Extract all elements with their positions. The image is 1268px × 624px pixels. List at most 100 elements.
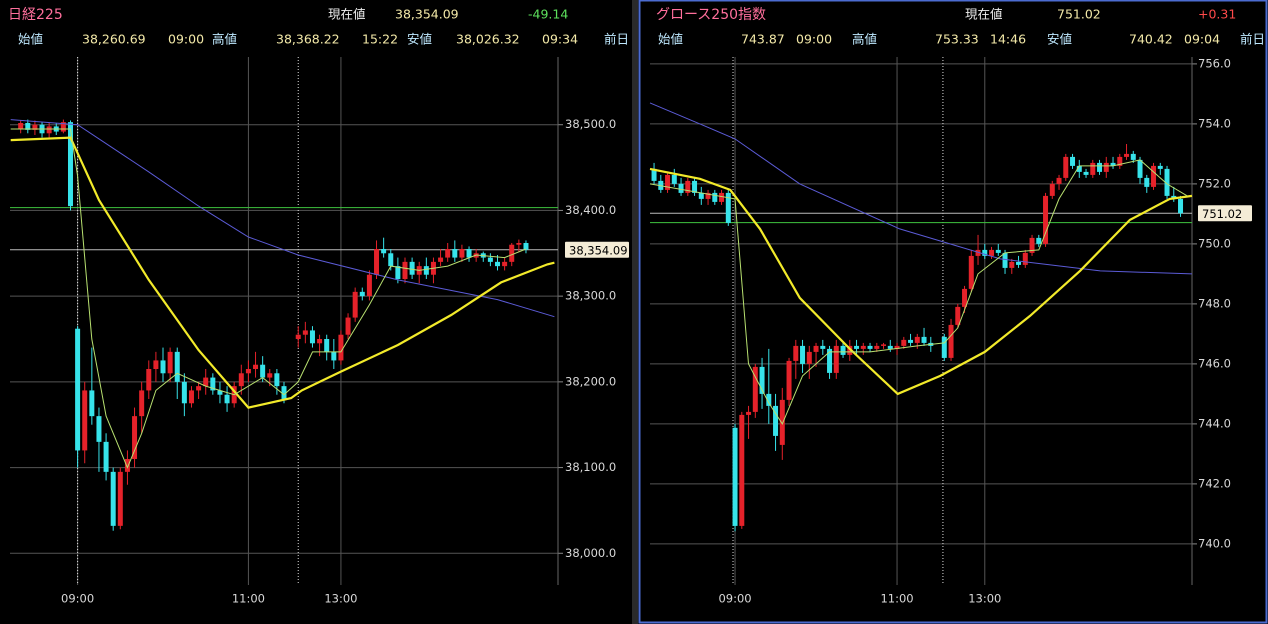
stat-time: 15:22 xyxy=(362,32,398,47)
candle-body xyxy=(331,351,337,361)
y-tick-label: 740.0 xyxy=(1198,536,1231,550)
candle-body xyxy=(153,360,159,369)
candle-body xyxy=(67,122,73,207)
candle-body xyxy=(1124,153,1130,157)
candle-body xyxy=(181,381,187,404)
moving-average xyxy=(649,167,1193,396)
stat-label: 高値 xyxy=(852,32,877,47)
candle-body xyxy=(685,180,691,193)
candle-body xyxy=(1157,165,1163,169)
candle-body xyxy=(665,174,671,190)
x-tick-label: 13:00 xyxy=(324,592,357,606)
candle-body xyxy=(1002,252,1008,268)
divider xyxy=(632,0,638,624)
candle-body xyxy=(224,394,230,404)
change-value: +0.31 xyxy=(1198,7,1236,22)
prev-label: 前日 xyxy=(604,32,629,47)
candle-body xyxy=(1029,237,1035,253)
candle-body xyxy=(1164,168,1170,196)
active-panel-border xyxy=(638,0,1268,624)
candle-body xyxy=(395,266,401,279)
candle-body xyxy=(1022,252,1028,265)
candle-body xyxy=(374,249,380,275)
candle-body xyxy=(1056,177,1062,184)
candle-body xyxy=(671,174,677,184)
y-tick-label: 38,500.0 xyxy=(565,117,616,131)
price-box-label: 751.02 xyxy=(1202,207,1242,221)
x-tick-label: 09:00 xyxy=(718,592,751,606)
y-tick-label: 750.0 xyxy=(1198,236,1231,250)
candle-body xyxy=(139,390,145,417)
candle-body xyxy=(820,345,826,349)
y-tick-label: 38,200.0 xyxy=(565,374,616,388)
candle-body xyxy=(32,124,38,130)
candle-body xyxy=(887,345,893,349)
candle-body xyxy=(1083,171,1089,175)
candle-body xyxy=(18,123,24,129)
stat-label: 安値 xyxy=(1047,32,1072,47)
moving-average xyxy=(649,159,1188,425)
y-tick-label: 38,000.0 xyxy=(565,546,616,560)
candle-body xyxy=(210,377,216,391)
candle-body xyxy=(96,416,102,442)
candle-body xyxy=(867,345,873,349)
moving-average xyxy=(10,119,555,318)
change-value: -49.14 xyxy=(528,7,568,22)
candle-body xyxy=(302,330,308,335)
candle-body xyxy=(203,377,209,387)
candle-body xyxy=(975,249,981,256)
candle-body xyxy=(968,255,974,289)
candle-body xyxy=(705,192,711,199)
candle-body xyxy=(487,257,493,262)
current-label: 現在値 xyxy=(965,7,1003,22)
candle-body xyxy=(1070,156,1076,166)
candle-body xyxy=(502,261,508,267)
stat-time: 09:00 xyxy=(168,32,204,47)
x-tick-label: 13:00 xyxy=(968,592,1001,606)
x-tick-label: 09:00 xyxy=(61,592,94,606)
panel[interactable]: 日経225 現在値 38,354.09 -49.14 始値 38,260.69 09:00 高… xyxy=(8,7,629,606)
y-tick-label: 752.0 xyxy=(1198,176,1231,190)
candle-body xyxy=(459,249,465,258)
moving-average xyxy=(649,102,1193,275)
candle-body xyxy=(174,351,180,382)
candle-body xyxy=(806,351,812,364)
candle-body xyxy=(366,274,372,297)
candle-body xyxy=(132,416,138,459)
candle-body xyxy=(833,345,839,373)
candle-body xyxy=(324,339,330,352)
candle-body xyxy=(854,345,860,349)
stat-time: 14:46 xyxy=(990,32,1026,47)
candle-body xyxy=(60,122,66,132)
candle-body xyxy=(1103,162,1109,172)
panel[interactable]: グロース250指数 現在値 751.02 +0.31 始値 743.87 09:00 高値 75… xyxy=(649,7,1265,606)
candle-body xyxy=(1151,165,1157,187)
candle-body xyxy=(124,459,130,472)
moving-average xyxy=(10,128,527,469)
candle-body xyxy=(388,253,394,267)
price-box xyxy=(565,241,629,258)
candle-body xyxy=(466,249,472,258)
candle-body xyxy=(1097,162,1103,172)
candle-body xyxy=(739,414,745,526)
candle-body xyxy=(345,317,351,335)
candle-body xyxy=(779,399,785,445)
candle-body xyxy=(732,427,738,526)
candle-body xyxy=(523,243,529,250)
candle-body xyxy=(921,336,927,343)
candle-body xyxy=(238,373,244,387)
prev-label: 前日 xyxy=(1240,32,1265,47)
stat-value: 38,368.22 xyxy=(276,32,340,47)
candle-body xyxy=(1090,162,1096,175)
candle-body xyxy=(146,369,152,391)
current-value: 751.02 xyxy=(1057,7,1101,22)
candle-body xyxy=(381,249,387,254)
stat-label: 安値 xyxy=(407,32,432,47)
current-value: 38,354.09 xyxy=(395,7,459,22)
candle-body xyxy=(941,336,947,358)
candle-body xyxy=(995,249,1001,253)
stat-time: 09:04 xyxy=(1184,32,1220,47)
candle-body xyxy=(509,244,515,262)
candle-body xyxy=(516,243,522,245)
